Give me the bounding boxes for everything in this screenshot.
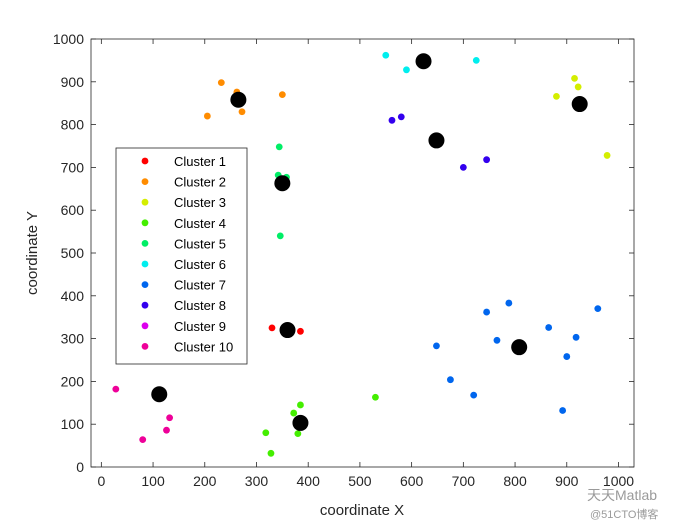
data-point bbox=[493, 336, 501, 344]
data-point bbox=[290, 409, 298, 417]
legend-label: Cluster 10 bbox=[174, 339, 233, 354]
y-axis-label: coordinate Y bbox=[24, 211, 41, 295]
data-point bbox=[563, 353, 571, 360]
legend-marker bbox=[141, 240, 149, 247]
legend-box bbox=[115, 147, 248, 365]
x-tick-label: 900 bbox=[555, 473, 579, 489]
watermark-line1: 天天Matlab bbox=[587, 487, 657, 503]
watermark: 天天Matlab @51CTO博客 bbox=[587, 487, 658, 521]
legend-marker bbox=[141, 281, 149, 288]
data-point bbox=[574, 83, 582, 91]
legend-label: Cluster 2 bbox=[174, 175, 226, 190]
centroid-point bbox=[292, 414, 309, 431]
centroid-point bbox=[151, 386, 168, 403]
x-tick-label: 700 bbox=[452, 473, 476, 489]
x-axis-label: coordinate X bbox=[320, 502, 404, 519]
legend-label: Cluster 9 bbox=[174, 319, 226, 334]
data-point bbox=[382, 51, 390, 59]
legend-marker bbox=[141, 343, 149, 350]
legend-label: Cluster 3 bbox=[174, 195, 226, 210]
data-point bbox=[572, 333, 580, 341]
data-point bbox=[447, 376, 454, 384]
y-tick-label: 100 bbox=[61, 416, 85, 432]
data-point bbox=[459, 164, 467, 171]
x-tick-label: 0 bbox=[97, 473, 105, 489]
legend-label: Cluster 6 bbox=[174, 257, 226, 272]
centroid-point bbox=[415, 53, 432, 70]
data-point bbox=[275, 143, 283, 151]
centroid-point bbox=[279, 322, 296, 339]
data-point bbox=[388, 116, 396, 124]
y-tick-label: 400 bbox=[61, 288, 85, 304]
y-tick-label: 1000 bbox=[53, 31, 84, 47]
x-tick-label: 100 bbox=[141, 473, 165, 489]
data-point bbox=[372, 393, 379, 401]
data-point bbox=[559, 407, 567, 414]
data-point bbox=[403, 66, 410, 74]
data-point bbox=[112, 385, 120, 393]
legend-marker bbox=[141, 219, 149, 227]
data-point bbox=[297, 401, 304, 409]
data-point bbox=[163, 426, 170, 434]
data-point bbox=[472, 57, 480, 64]
legend-marker bbox=[141, 260, 149, 268]
data-point bbox=[397, 113, 405, 121]
data-point bbox=[603, 152, 611, 159]
x-tick-label: 300 bbox=[245, 473, 269, 489]
data-point bbox=[262, 429, 270, 437]
y-tick-label: 300 bbox=[61, 331, 85, 347]
legend-label: Cluster 7 bbox=[174, 278, 226, 293]
y-tick-label: 200 bbox=[61, 373, 85, 389]
data-point bbox=[483, 156, 491, 164]
data-point bbox=[553, 92, 560, 100]
x-tick-label: 500 bbox=[348, 473, 372, 489]
centroid-point bbox=[230, 91, 247, 108]
data-point bbox=[268, 324, 276, 332]
y-tick-label: 600 bbox=[61, 202, 85, 218]
legend-label: Cluster 5 bbox=[174, 236, 226, 251]
data-point bbox=[139, 436, 147, 444]
data-point bbox=[238, 108, 246, 116]
x-tick-label: 1000 bbox=[603, 473, 634, 489]
centroid-point bbox=[511, 339, 528, 356]
watermark-line2: @51CTO博客 bbox=[590, 507, 658, 521]
data-point bbox=[505, 299, 513, 307]
legend-marker bbox=[141, 198, 149, 206]
y-tick-label: 900 bbox=[61, 74, 85, 90]
legend-label: Cluster 4 bbox=[174, 216, 226, 231]
data-point bbox=[278, 91, 286, 99]
data-point bbox=[217, 79, 225, 87]
data-point bbox=[545, 324, 553, 331]
data-point bbox=[203, 112, 211, 120]
legend-label: Cluster 1 bbox=[174, 154, 226, 169]
legend: Cluster 1 Cluster 2 Cluster 3 Cluster 4 Clus… bbox=[115, 147, 248, 365]
x-tick-label: 600 bbox=[400, 473, 424, 489]
legend-marker bbox=[141, 322, 149, 330]
x-tick-label: 400 bbox=[297, 473, 321, 489]
data-point bbox=[571, 74, 578, 82]
legend-label: Cluster 8 bbox=[174, 298, 226, 313]
data-point bbox=[594, 305, 602, 313]
centroid-point bbox=[274, 175, 291, 192]
legend-marker bbox=[141, 301, 149, 309]
y-tick-label: 700 bbox=[61, 159, 85, 175]
legend-marker bbox=[141, 178, 149, 186]
x-tick-label: 200 bbox=[193, 473, 217, 489]
legend-marker bbox=[141, 157, 149, 165]
data-point bbox=[297, 327, 304, 335]
data-point bbox=[433, 342, 440, 350]
data-point bbox=[166, 414, 174, 422]
x-tick-label: 800 bbox=[503, 473, 527, 489]
y-tick-label: 0 bbox=[76, 459, 84, 475]
centroid-point bbox=[571, 96, 588, 113]
y-tick-label: 500 bbox=[61, 245, 85, 261]
data-point bbox=[267, 449, 275, 457]
data-point bbox=[294, 430, 302, 438]
data-point bbox=[470, 391, 478, 399]
y-tick-label: 800 bbox=[61, 117, 85, 133]
data-point bbox=[276, 232, 284, 240]
data-point bbox=[483, 308, 491, 316]
centroid-point bbox=[428, 132, 445, 149]
